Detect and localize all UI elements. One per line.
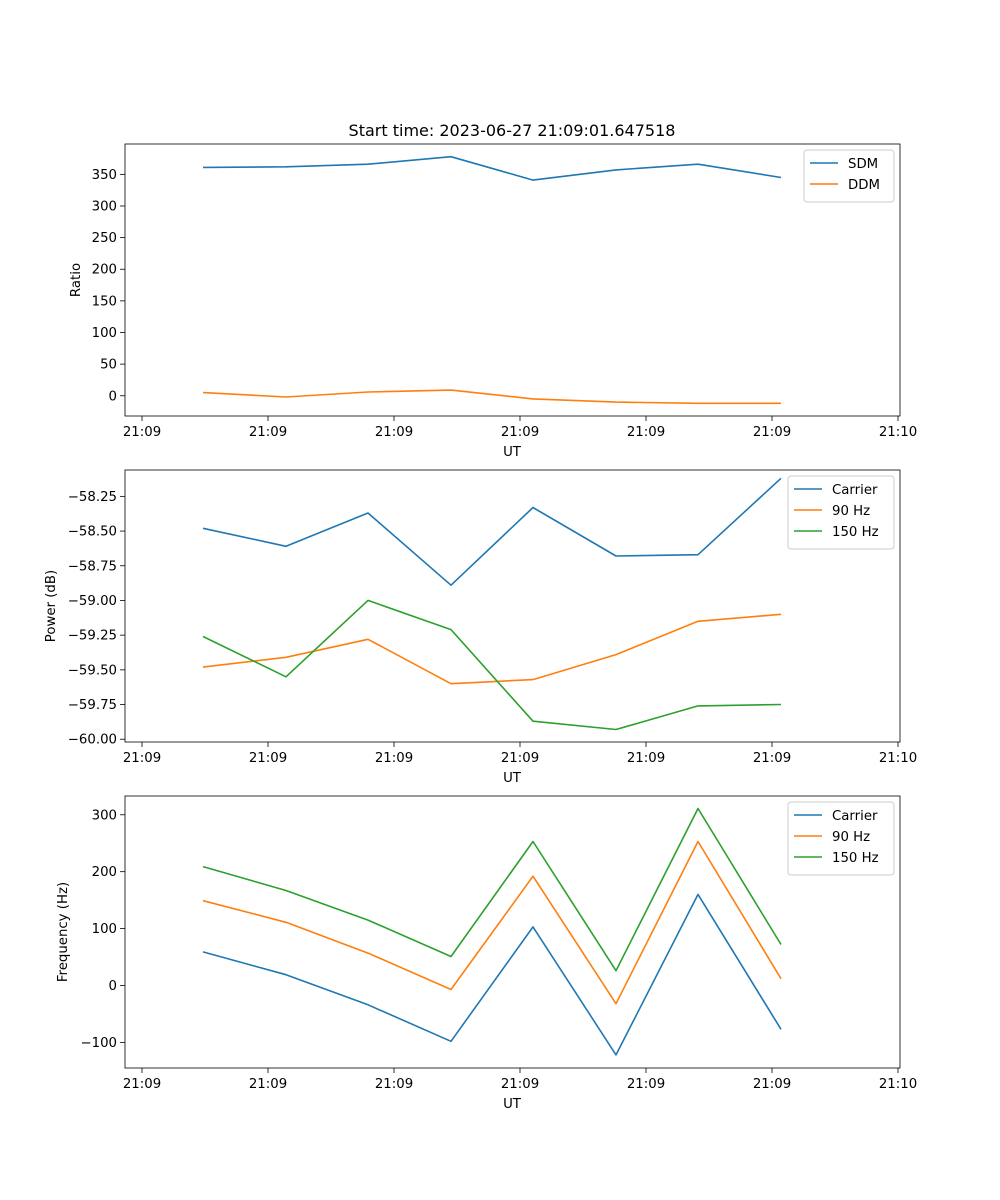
x-tick-label: 21:09: [627, 751, 665, 766]
y-tick-label: −58.50: [68, 525, 117, 540]
legend-label: 90 Hz: [832, 504, 870, 519]
series-line-carrier: [202, 893, 782, 1056]
x-tick-label: 21:09: [627, 425, 665, 440]
y-tick-label: 0: [109, 389, 117, 404]
x-tick-label: 21:09: [249, 425, 287, 440]
ratio-panel: Start time: 2023-06-27 21:09:01.647518 2…: [69, 121, 917, 460]
series-line-150-hz: [202, 599, 782, 731]
y-tick-label: 250: [92, 231, 117, 246]
y-tick-label: 350: [92, 168, 117, 183]
x-tick-label: 21:09: [375, 751, 413, 766]
y-tick-label: 200: [92, 263, 117, 278]
plot-frame: [124, 795, 901, 1069]
series-line-150-hz: [202, 807, 782, 972]
y-tick-label: −58.75: [68, 559, 117, 574]
series-line-carrier: [202, 477, 782, 587]
x-tick-label: 21:09: [375, 1077, 413, 1092]
y-tick-label: 50: [100, 358, 117, 373]
legend: Carrier 90 Hz 150 Hz: [787, 801, 895, 876]
legend: SDM DDM: [803, 149, 895, 203]
plot-frame: [124, 469, 901, 743]
x-tick-label: 21:09: [753, 1077, 791, 1092]
legend-label: SDM: [848, 157, 878, 172]
series-line-ddm: [202, 389, 781, 405]
y-tick-label: −60.00: [68, 733, 117, 748]
legend-label: 150 Hz: [832, 525, 879, 540]
y-axis-label: Frequency (Hz): [56, 882, 71, 982]
x-tick-label: 21:09: [123, 751, 161, 766]
y-tick-label: 200: [92, 865, 117, 880]
y-tick-label: −59.25: [68, 629, 117, 644]
x-tick-label: 21:09: [249, 751, 287, 766]
y-tick-label: 300: [92, 199, 117, 214]
y-tick-label: 100: [92, 922, 117, 937]
y-tick-label: 0: [109, 979, 117, 994]
y-axis-label: Ratio: [69, 263, 84, 297]
x-tick-label: 21:10: [879, 751, 917, 766]
x-tick-label: 21:09: [753, 751, 791, 766]
power-panel: 21:09 21:09 21:09 21:09 21:09 21:09 21:10 −60.0…: [44, 469, 917, 786]
y-tick-label: 100: [92, 326, 117, 341]
x-axis-label: UT: [503, 1097, 522, 1112]
legend-label: 90 Hz: [832, 830, 870, 845]
legend-label: Carrier: [832, 809, 878, 824]
x-tick-label: 21:10: [879, 1077, 917, 1092]
series-line-90-hz: [202, 840, 782, 1005]
x-axis-label: UT: [503, 771, 522, 786]
x-axis-label: UT: [503, 445, 522, 460]
x-tick-label: 21:09: [627, 1077, 665, 1092]
x-tick-label: 21:09: [375, 425, 413, 440]
plot-frame: [124, 143, 901, 417]
chart-title: Start time: 2023-06-27 21:09:01.647518: [349, 121, 676, 140]
x-tick-label: 21:09: [123, 1077, 161, 1092]
legend-label: DDM: [848, 178, 880, 193]
legend-label: 150 Hz: [832, 851, 879, 866]
y-tick-label: 150: [92, 294, 117, 309]
y-tick-label: −100: [80, 1036, 117, 1051]
x-tick-label: 21:09: [501, 1077, 539, 1092]
y-tick-label: −58.25: [68, 490, 117, 505]
legend: Carrier 90 Hz 150 Hz: [787, 475, 895, 550]
x-tick-label: 21:09: [123, 425, 161, 440]
x-tick-label: 21:09: [501, 425, 539, 440]
x-tick-label: 21:09: [753, 425, 791, 440]
legend-label: Carrier: [832, 483, 878, 498]
y-tick-label: −59.50: [68, 663, 117, 678]
x-tick-label: 21:09: [501, 751, 539, 766]
series-line-90-hz: [202, 613, 782, 685]
frequency-panel: 21:09 21:09 21:09 21:09 21:09 21:09 21:10 −100 0…: [56, 795, 917, 1112]
y-tick-label: 300: [92, 808, 117, 823]
y-tick-label: −59.75: [68, 698, 117, 713]
y-axis-label: Power (dB): [44, 570, 59, 642]
series-line-sdm: [202, 155, 782, 181]
x-tick-label: 21:09: [249, 1077, 287, 1092]
y-tick-label: −59.00: [68, 594, 117, 609]
x-tick-label: 21:10: [879, 425, 917, 440]
